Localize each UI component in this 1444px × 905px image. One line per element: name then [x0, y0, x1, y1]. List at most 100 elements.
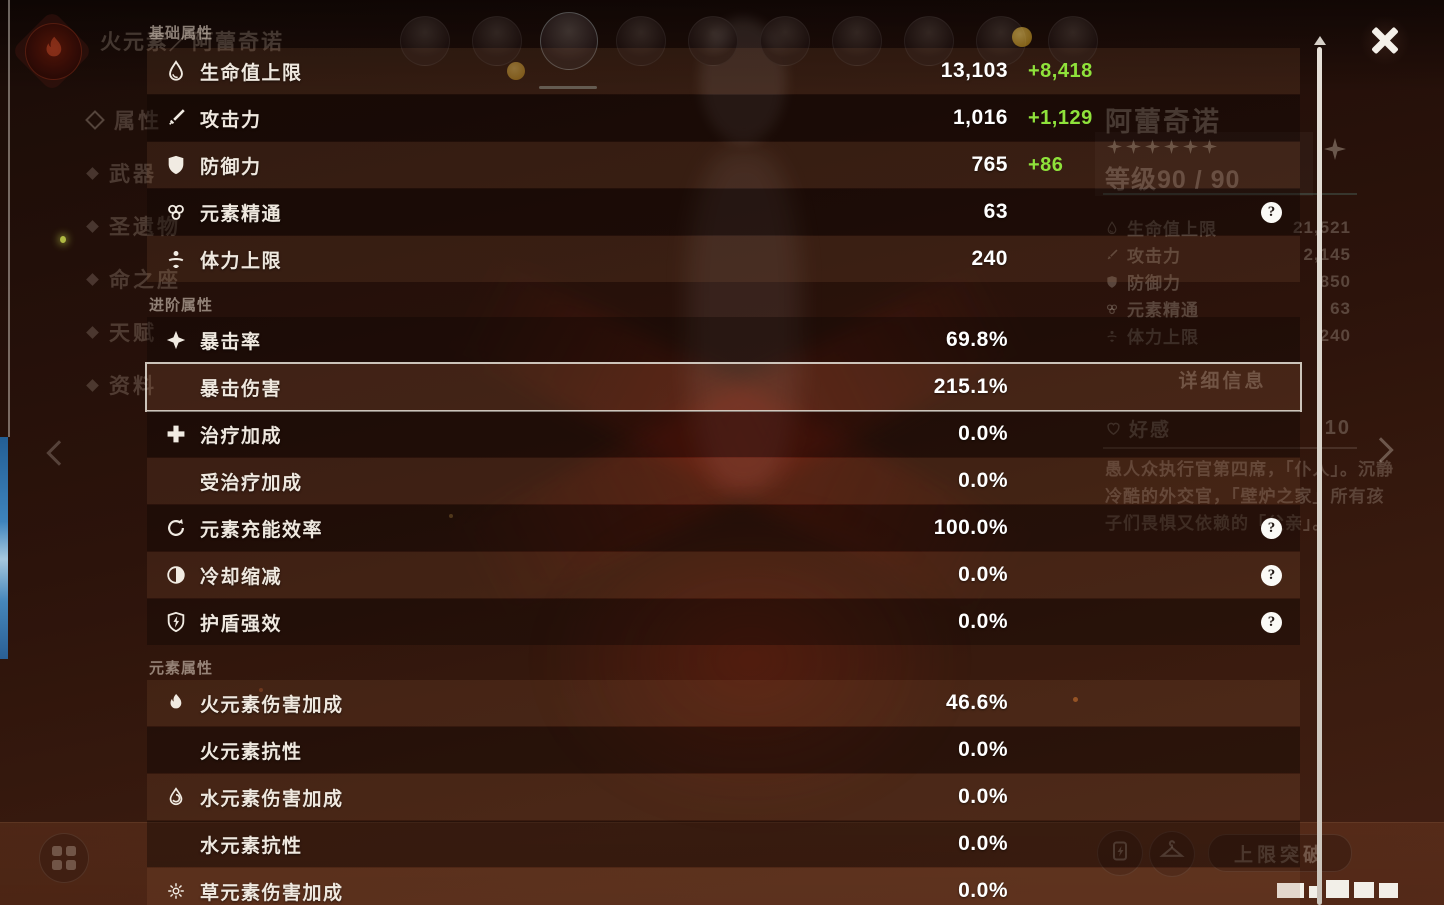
stat-label: 体力上限	[200, 250, 283, 272]
character-name: 阿蕾奇诺	[1105, 107, 1221, 137]
stat-row-highlighted[interactable]: 暴击伤害 215.1%	[147, 364, 1300, 410]
stat-label: 火元素抗性	[200, 741, 303, 763]
sidebar-item-2[interactable]: 武器	[86, 158, 157, 188]
stat-bonus: +8,418	[1028, 59, 1093, 82]
ember-particle	[1073, 697, 1078, 702]
character-avatar[interactable]	[616, 16, 666, 66]
page-left-arrow-icon[interactable]	[46, 440, 72, 466]
card-bolt-icon	[1108, 839, 1132, 868]
pyro-element-emblem	[10, 9, 94, 93]
stat-row[interactable]: 攻击力 1,016 +1,129	[147, 95, 1300, 141]
diamond-bullet-icon	[86, 325, 99, 339]
stat-label: 防御力	[200, 156, 262, 178]
stamina-icon	[1105, 329, 1119, 343]
character-avatar[interactable]	[400, 16, 450, 66]
stat-bonus: +86	[1028, 153, 1064, 176]
stat-row[interactable]: 生命值上限 13,103 +8,418	[147, 48, 1300, 94]
bg-stat-label: 防御力	[1127, 274, 1181, 293]
stat-row[interactable]: 水元素伤害加成 0.0%	[147, 774, 1300, 820]
section-header: 基础属性	[149, 25, 214, 42]
stat-row[interactable]: 水元素抗性 0.0%	[147, 821, 1300, 867]
def-icon	[1105, 275, 1119, 289]
section-header: 元素属性	[149, 660, 214, 677]
character-avatar[interactable]	[688, 16, 738, 66]
menu-button[interactable]	[39, 833, 89, 883]
limit-break-button[interactable]: 上限突破	[1208, 834, 1352, 872]
no-icon	[165, 832, 190, 856]
stat-value: 46.6%	[945, 691, 1008, 714]
diamond-bullet-icon	[85, 110, 105, 130]
stat-row[interactable]: 草元素伤害加成 0.0%	[147, 868, 1300, 905]
stat-row[interactable]: 受治疗加成 0.0%	[147, 458, 1300, 504]
stat-value: 0.0%	[958, 832, 1008, 855]
stat-row[interactable]: 治疗加成 0.0%	[147, 411, 1300, 457]
bg-stat-value: 2,145	[1303, 244, 1351, 264]
energy-recharge-icon	[165, 516, 190, 540]
stat-value: 215.1%	[933, 375, 1008, 398]
battle-pass-button[interactable]	[1097, 830, 1143, 876]
stat-row[interactable]: 体力上限 240	[147, 236, 1300, 282]
bg-stat-value: 63	[1330, 298, 1351, 318]
stat-value: 0.0%	[958, 563, 1008, 586]
stat-label: 水元素伤害加成	[200, 788, 344, 810]
no-icon	[165, 738, 190, 762]
diamond-bullet-icon	[86, 272, 99, 286]
character-avatar[interactable]	[472, 16, 522, 66]
sidebar-item-5[interactable]: 天赋	[86, 317, 157, 347]
stat-row[interactable]: 防御力 765 +86	[147, 142, 1300, 188]
sidebar-item-label: 天赋	[109, 322, 157, 345]
help-icon[interactable]: ?	[1261, 517, 1282, 539]
description-line: 冷酷的外交官，「壁炉之家」所有孩	[1105, 487, 1385, 506]
sidebar-item-label: 圣遗物	[109, 216, 181, 239]
close-icon[interactable]	[1360, 16, 1410, 66]
stat-label: 元素充能效率	[200, 519, 324, 541]
scrollbar-up-arrow[interactable]	[1314, 36, 1326, 45]
stat-label: 火元素伤害加成	[200, 694, 344, 716]
stat-row[interactable]: 护盾强效 0.0%?	[147, 599, 1300, 645]
bg-stat-value: 240	[1319, 325, 1351, 345]
character-avatar[interactable]	[904, 16, 954, 66]
avatar-badge	[1012, 27, 1032, 47]
stat-row[interactable]: 冷却缩减 0.0%?	[147, 552, 1300, 598]
dressing-room-button[interactable]	[1149, 831, 1195, 877]
pyro-icon	[39, 34, 69, 69]
shield-strength-icon	[165, 610, 190, 634]
details-button[interactable]: 详细信息	[1178, 371, 1267, 392]
stat-label: 暴击伤害	[200, 378, 283, 400]
sidebar-item-6[interactable]: 资料	[86, 370, 157, 400]
stat-row[interactable]: 元素精通 63?	[147, 189, 1300, 235]
stat-row[interactable]: 元素充能效率 100.0%?	[147, 505, 1300, 551]
sidebar-item-4[interactable]: 命之座	[86, 264, 181, 294]
dendro-icon	[165, 879, 190, 903]
sidebar-item-label: 命之座	[109, 269, 181, 292]
character-avatar[interactable]	[1048, 16, 1098, 66]
sidebar-item-3[interactable]: 圣遗物	[86, 211, 181, 241]
friendship-row: 好感 10	[1105, 415, 1351, 442]
stat-row[interactable]: 暴击率 69.8%	[147, 317, 1300, 363]
stat-value: 13,103	[940, 59, 1008, 82]
help-icon[interactable]: ?	[1261, 201, 1282, 223]
character-avatar-selected[interactable]	[540, 12, 598, 70]
stat-value: 0.0%	[958, 610, 1008, 633]
stat-row[interactable]: 火元素伤害加成 46.6%	[147, 680, 1300, 726]
atk-icon	[165, 106, 190, 130]
stat-label: 元素精通	[200, 203, 283, 225]
sidebar-item-1[interactable]: 属性	[85, 105, 162, 135]
friendship-label: 好感	[1129, 420, 1172, 441]
character-avatar[interactable]	[760, 16, 810, 66]
no-icon	[165, 375, 190, 399]
help-icon[interactable]: ?	[1261, 611, 1282, 633]
page-title: 火元素／阿蕾奇诺	[100, 31, 284, 54]
no-icon	[165, 469, 190, 493]
stat-label: 攻击力	[200, 109, 262, 131]
screen-edge-line	[8, 0, 10, 437]
stat-label: 暴击率	[200, 331, 262, 353]
sidebar-item-label: 资料	[109, 375, 157, 398]
scrollbar-thumb[interactable]	[1317, 47, 1322, 905]
stat-value: 0.0%	[958, 469, 1008, 492]
help-icon[interactable]: ?	[1261, 564, 1282, 586]
stat-row[interactable]: 火元素抗性 0.0%	[147, 727, 1300, 773]
character-avatar[interactable]	[832, 16, 882, 66]
diamond-bullet-icon	[86, 219, 99, 233]
